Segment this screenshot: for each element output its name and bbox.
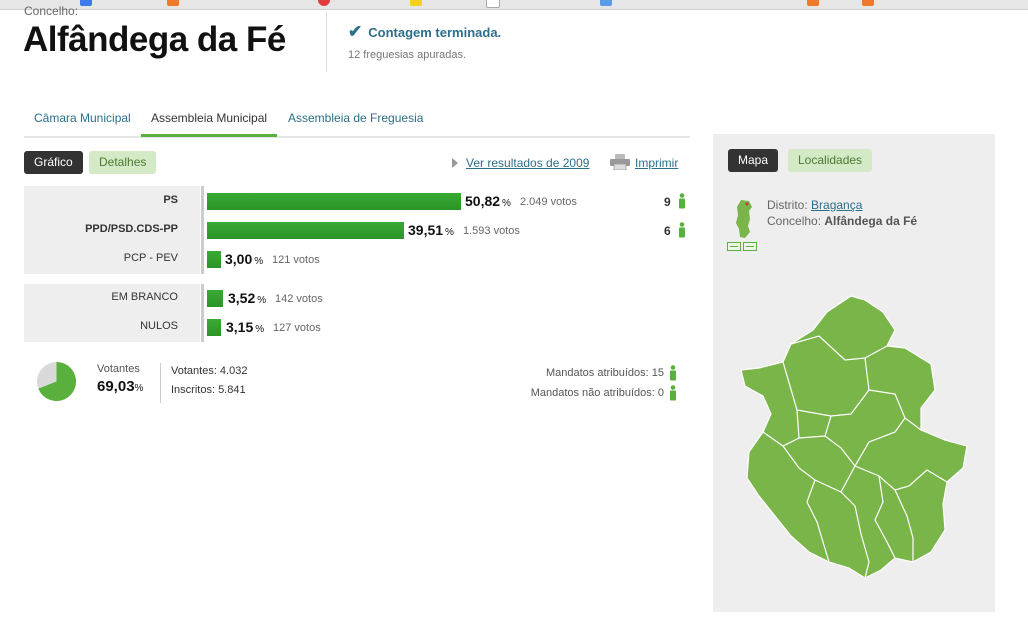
bar-em-branco	[207, 290, 223, 307]
pct-psd-cds-value: 39,51	[408, 222, 444, 238]
votes-em-branco: 142 votos	[275, 293, 323, 305]
map-outline	[740, 295, 968, 579]
freguesias-count: 12 freguesias apuradas.	[348, 49, 467, 61]
check-icon: ✔	[348, 22, 363, 41]
count-status-text: Contagem terminada.	[368, 25, 502, 40]
bar-pcp-pev	[207, 251, 221, 268]
seats-psd-cds: 6	[664, 224, 671, 238]
concelho-label: Concelho:	[24, 4, 79, 18]
mandatos-atribuidos: Mandatos atribuídos: 15	[545, 367, 664, 379]
distrito-info: Distrito: Bragança	[767, 198, 862, 212]
concelho-name: Alfândega da Fé	[824, 214, 918, 228]
separator	[201, 284, 204, 342]
votantes-count: Votantes: 4.032	[171, 365, 248, 377]
seats-ps: 9	[664, 195, 671, 209]
party-name-pcp-pev: PCP - PEV	[123, 252, 178, 264]
pie-slice-votantes	[38, 361, 77, 402]
bookmark-icon[interactable]	[80, 0, 92, 6]
mandatos-nao-atribuidos: Mandatos não atribuídos: 0	[530, 387, 664, 399]
election-tabs: Câmara Municipal Assembleia Municipal As…	[24, 109, 690, 138]
pct-em-branco-value: 3,52	[228, 290, 256, 306]
pct-nulos-value: 3,15	[226, 319, 254, 335]
mapa-button[interactable]: Mapa	[728, 149, 779, 172]
concelho-info-label: Concelho:	[767, 214, 822, 228]
party-name-psd-cds: PPD/PSD.CDS-PP	[85, 223, 178, 235]
person-icon	[679, 193, 685, 209]
pct-pcp-pev-value: 3,00	[225, 251, 253, 267]
tab-assembleia-municipal[interactable]: Assembleia Municipal	[141, 109, 278, 137]
count-status: ✔ Contagem terminada.	[348, 22, 501, 42]
bookmarks-bar	[0, 0, 1028, 10]
turnout-divider	[160, 363, 161, 403]
detalhes-button[interactable]: Detalhes	[89, 151, 157, 174]
votes-nulos: 127 votos	[273, 322, 321, 334]
grafico-button[interactable]: Gráfico	[24, 151, 83, 174]
portugal-locator-icon	[736, 200, 752, 238]
turnout-percent: 69,03%	[97, 378, 143, 395]
zoom-in-button[interactable]	[743, 242, 757, 251]
percent-symbol: %	[445, 227, 454, 238]
imprimir-link[interactable]: Imprimir	[635, 156, 679, 170]
bookmark-icon[interactable]	[167, 0, 179, 6]
votes-pcp-pev: 121 votos	[272, 254, 320, 266]
percent-symbol: %	[255, 324, 265, 335]
separator	[201, 186, 204, 274]
distrito-label: Distrito:	[767, 198, 808, 212]
pct-pcp-pev: 3,00%	[225, 251, 263, 267]
header-divider	[326, 12, 327, 72]
percent-symbol: %	[254, 256, 264, 267]
triangle-right-icon	[452, 158, 458, 168]
tab-camara-municipal[interactable]: Câmara Municipal	[34, 111, 131, 125]
pct-em-branco: 3,52%	[228, 290, 266, 306]
label-nulos: NULOS	[140, 320, 178, 332]
turnout-pie-chart	[36, 361, 77, 402]
label-em-branco: EM BRANCO	[111, 291, 178, 303]
person-icon	[670, 365, 676, 381]
votantes-label: Votantes	[97, 363, 140, 375]
localidades-button[interactable]: Localidades	[788, 149, 873, 172]
printer-icon[interactable]	[610, 154, 630, 170]
pct-nulos: 3,15%	[226, 319, 264, 335]
inscritos-count: Inscritos: 5.841	[171, 384, 246, 396]
zoom-out-button[interactable]	[727, 242, 741, 251]
tab-assembleia-freguesia[interactable]: Assembleia de Freguesia	[288, 111, 424, 125]
party-labels-panel: PS PPD/PSD.CDS-PP PCP - PEV	[24, 186, 204, 274]
person-icon	[670, 385, 676, 401]
pct-ps-value: 50,82	[465, 193, 501, 209]
bar-psd-cds	[207, 222, 404, 239]
bookmark-icon[interactable]	[410, 0, 422, 6]
bar-nulos	[207, 319, 221, 336]
bookmark-icon[interactable]	[807, 0, 819, 6]
pct-ps: 50,82%	[465, 193, 511, 209]
percent-symbol: %	[134, 383, 144, 394]
party-name-ps: PS	[163, 194, 178, 206]
percent-symbol: %	[502, 198, 511, 209]
distrito-link[interactable]: Bragança	[811, 198, 863, 212]
bookmark-icon[interactable]	[600, 0, 612, 6]
turnout-percent-value: 69,03	[97, 378, 135, 395]
other-labels-panel: EM BRANCO NULOS	[24, 284, 204, 342]
percent-symbol: %	[257, 295, 267, 306]
bookmark-icon[interactable]	[318, 0, 330, 6]
pct-psd-cds: 39,51%	[408, 222, 454, 238]
bookmark-icon[interactable]	[862, 0, 874, 6]
bar-ps	[207, 193, 461, 210]
votes-psd-cds: 1.593 votos	[463, 225, 520, 237]
ver-resultados-link[interactable]: Ver resultados de 2009	[466, 156, 590, 170]
municipality-map[interactable]	[735, 290, 975, 585]
person-icon	[679, 222, 685, 238]
page-title: Alfândega da Fé	[23, 20, 286, 59]
votes-ps: 2.049 votos	[520, 196, 577, 208]
bookmark-icon[interactable]	[486, 0, 500, 8]
concelho-info: Concelho: Alfândega da Fé	[767, 214, 917, 228]
